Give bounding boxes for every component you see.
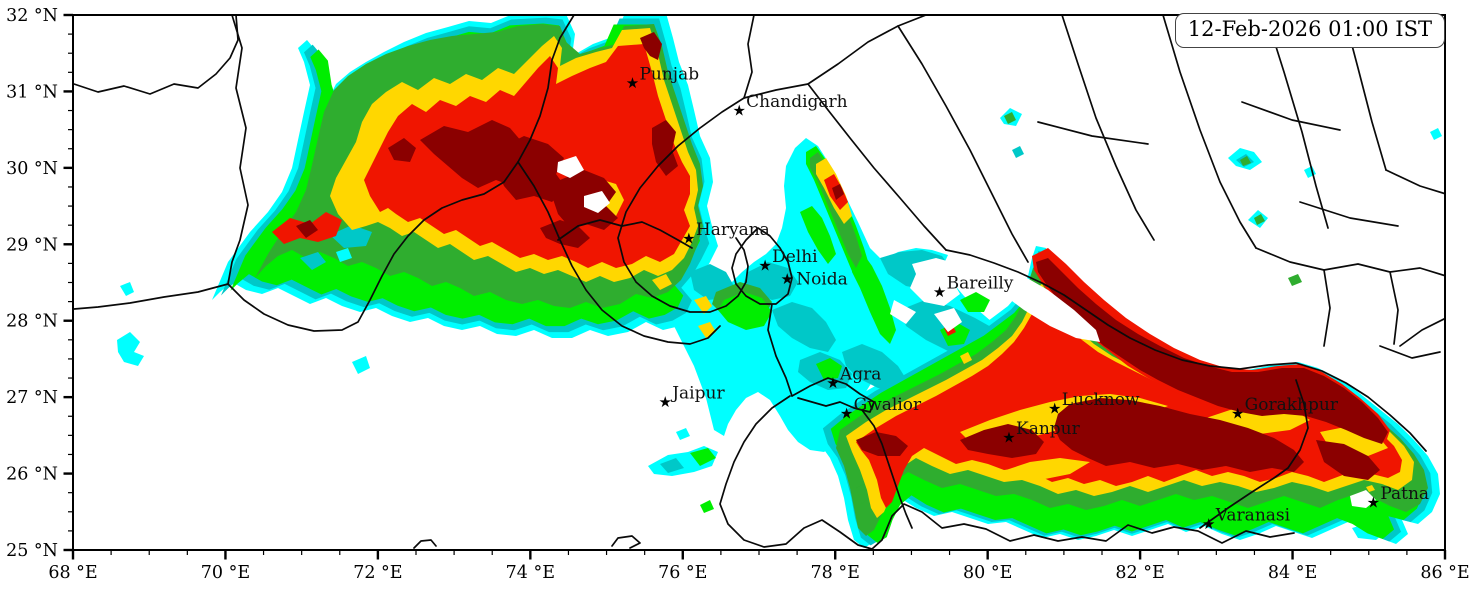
y-tick-label: 28 °N (6, 312, 58, 332)
boundary-line (73, 15, 239, 95)
star-icon: ★ (1367, 493, 1380, 511)
boundary-line (617, 97, 749, 313)
city-marker-gwalior: ★ Gwalior (840, 395, 922, 423)
x-tick-label: 78 °E (811, 563, 860, 583)
timestamp-box: 12-Feb-2026 01:00 IST (1174, 13, 1445, 49)
x-tick-label: 76 °E (658, 563, 707, 583)
city-marker-noida: ★ Noida (780, 270, 847, 290)
city-label: Varanasi (1215, 505, 1291, 525)
contour-region (117, 332, 144, 366)
city-label: Chandigarh (746, 92, 848, 112)
boundary-line (1199, 379, 1309, 529)
city-marker-chandigarh: ★ Chandigarh (732, 92, 847, 120)
city-markers: ★ Punjab★ Chandigarh★ Haryana★ Delhi★ Noida★ B… (626, 64, 1429, 532)
y-tick-label: 31 °N (6, 82, 58, 102)
star-icon: ★ (626, 74, 639, 92)
boundary-line (517, 161, 721, 345)
contour-region (690, 250, 952, 392)
boundary-line (1061, 15, 1387, 249)
contour-region (1000, 108, 1442, 228)
x-tick-label: 86 °E (1420, 563, 1469, 583)
boundary-line (807, 83, 947, 251)
contour-dip (336, 248, 352, 262)
star-icon: ★ (732, 101, 745, 119)
timestamp-label: 12-Feb-2026 01:00 IST (1187, 17, 1432, 41)
city-label: Bareilly (947, 274, 1014, 294)
city-label: Jaipur (670, 384, 725, 404)
boundary-line (1255, 247, 1445, 359)
star-icon: ★ (780, 270, 793, 288)
city-marker-gorakhpur: ★ Gorakhpur (1231, 395, 1339, 423)
star-icon: ★ (682, 230, 695, 248)
star-icon: ★ (758, 256, 771, 274)
city-label: Agra (839, 365, 881, 385)
star-icon: ★ (1048, 399, 1061, 417)
x-tick-label: 82 °E (1115, 563, 1164, 583)
x-tick-label: 68 °E (48, 563, 97, 583)
city-label: Gorakhpur (1245, 395, 1339, 415)
boundary-line (413, 535, 641, 549)
star-icon: ★ (1202, 515, 1215, 533)
star-icon: ★ (1002, 428, 1015, 446)
city-label: Gwalior (854, 395, 922, 415)
contour-region (856, 398, 1380, 480)
boundary-line (719, 395, 1295, 550)
contour-region (690, 448, 876, 516)
x-tick-label: 70 °E (201, 563, 250, 583)
city-label: Haryana (696, 220, 770, 240)
contour-region (296, 32, 844, 248)
star-icon: ★ (826, 374, 839, 392)
boundary-line (227, 161, 519, 332)
y-tick-label: 27 °N (6, 388, 58, 408)
y-tick-label: 25 °N (6, 541, 58, 561)
contour-region (1036, 258, 1388, 444)
star-icon: ★ (659, 393, 672, 411)
star-icon: ★ (1231, 405, 1244, 423)
plot-frame (72, 14, 1446, 551)
plot-area (73, 15, 1445, 550)
y-tick-label: 30 °N (6, 159, 58, 179)
y-tick-label: 29 °N (6, 235, 58, 255)
boundary-line (73, 283, 229, 310)
boundary-line (743, 15, 927, 99)
boundary-line (791, 377, 913, 529)
city-marker-bareilly: ★ Bareilly (933, 274, 1014, 302)
y-tick-label: 32 °N (6, 6, 58, 26)
city-marker-kanpur: ★ Kanpur (1002, 419, 1080, 447)
city-label: Noida (796, 270, 848, 290)
city-label: Kanpur (1016, 419, 1081, 439)
city-marker-lucknow: ★ Lucknow (1048, 390, 1140, 418)
boundary-line (1037, 101, 1445, 227)
x-tick-label: 74 °E (506, 563, 555, 583)
city-marker-varanasi: ★ Varanasi (1202, 505, 1291, 533)
axes: 68 °E 70 °E 72 °E 74 °E 76 °E 78 °E 80 °E 82 °E… (6, 6, 1470, 583)
boundary-line (897, 25, 1029, 263)
star-icon: ★ (840, 405, 853, 423)
city-marker-punjab: ★ Punjab (626, 64, 699, 92)
x-tick-label: 80 °E (963, 563, 1012, 583)
x-tick-label: 72 °E (353, 563, 402, 583)
city-marker-delhi: ★ Delhi (758, 247, 818, 275)
contour-fill-layers (117, 15, 1442, 548)
city-label: Punjab (639, 64, 699, 84)
boundary-line (227, 15, 249, 285)
city-label: Delhi (772, 247, 818, 267)
star-icon: ★ (933, 283, 946, 301)
y-tick-label: 26 °N (6, 465, 58, 485)
city-label: Lucknow (1062, 390, 1140, 410)
city-marker-haryana: ★ Haryana (682, 220, 770, 248)
city-label: Patna (1380, 484, 1429, 504)
admin-boundaries (73, 15, 1445, 550)
city-marker-agra: ★ Agra (826, 365, 881, 393)
boundary-line (557, 219, 693, 249)
boundary-line (945, 249, 1427, 452)
city-marker-jaipur: ★ Jaipur (659, 384, 726, 412)
x-tick-label: 84 °E (1268, 563, 1317, 583)
boundary-line (517, 15, 575, 163)
boundary-line (731, 227, 793, 397)
contour-dip (300, 225, 372, 270)
city-marker-patna: ★ Patna (1367, 484, 1429, 512)
